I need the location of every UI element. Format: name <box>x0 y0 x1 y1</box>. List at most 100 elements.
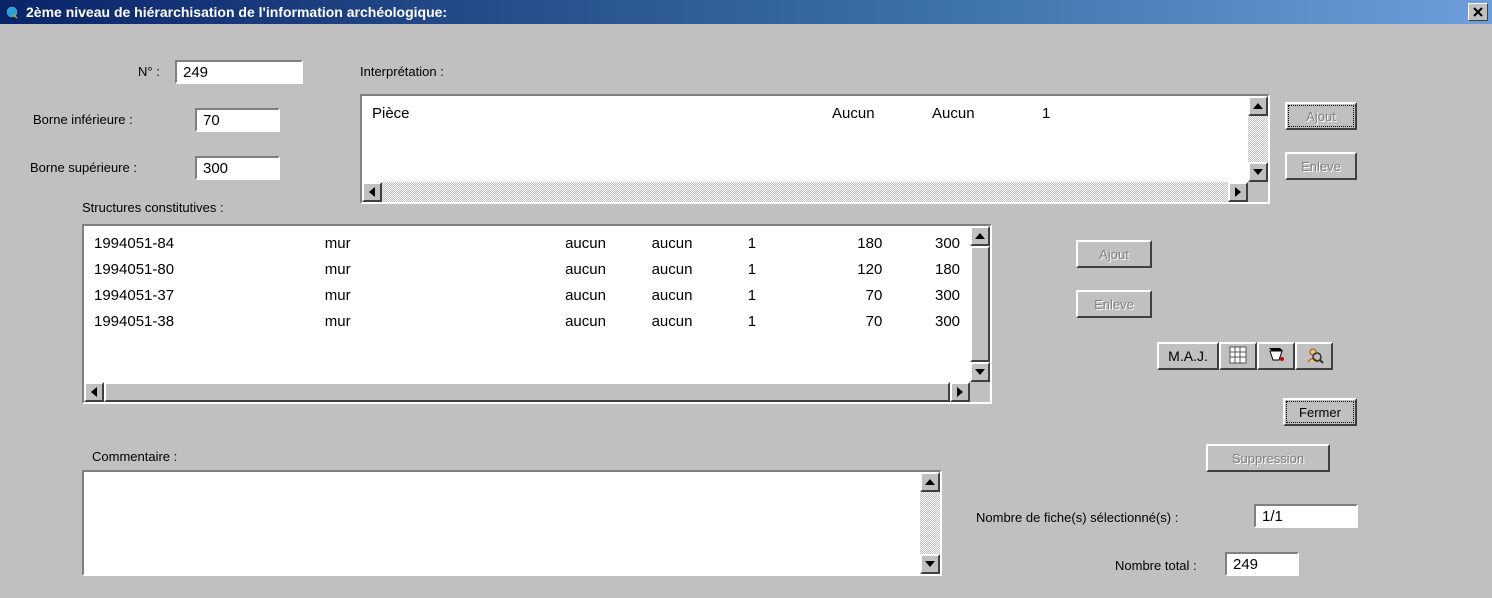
cell-c3: aucun <box>565 261 652 278</box>
label-nb-selection: Nombre de fiche(s) sélectionné(s) : <box>976 510 1178 525</box>
grid-icon <box>1229 346 1247 367</box>
app-icon <box>4 4 20 20</box>
listbox-structures-rows: 1994051-84muraucunaucun11803001994051-80… <box>84 226 970 382</box>
cell-c3: aucun <box>565 313 652 330</box>
value-nb-selection: 1/1 <box>1262 508 1283 525</box>
cell-c5: 1 <box>748 235 825 252</box>
hscrollbar[interactable] <box>362 182 1248 202</box>
button-suppression[interactable]: Suppression <box>1206 444 1330 472</box>
cell-c7: 300 <box>902 313 960 330</box>
cell-type: mur <box>325 313 565 330</box>
cell-c5: 1 <box>748 287 825 304</box>
cell-c3: aucun <box>565 235 652 252</box>
value-numero: 249 <box>183 64 208 81</box>
cell-col2: Aucun <box>832 105 932 122</box>
cell-c6: 70 <box>825 313 903 330</box>
button-maj[interactable]: M.A.J. <box>1157 342 1219 370</box>
scroll-down-button[interactable] <box>920 554 940 574</box>
vscrollbar[interactable] <box>970 226 990 382</box>
scroll-right-button[interactable] <box>1228 182 1248 202</box>
list-row[interactable]: Pièce Aucun Aucun 1 <box>372 100 1238 126</box>
window-title: 2ème niveau de hiérarchisation de l'info… <box>26 4 1468 20</box>
scroll-corner <box>1248 182 1268 202</box>
cell-c7: 300 <box>902 287 960 304</box>
cell-c4: aucun <box>652 261 748 278</box>
button-struct-enleve[interactable]: Enleve <box>1076 290 1152 318</box>
cell-id: 1994051-37 <box>94 287 325 304</box>
scroll-thumb[interactable] <box>104 382 950 402</box>
window-close-button[interactable] <box>1468 3 1488 21</box>
scroll-corner <box>970 382 990 402</box>
cell-c5: 1 <box>748 261 825 278</box>
listbox-structures[interactable]: 1994051-84muraucunaucun11803001994051-80… <box>82 224 992 404</box>
button-interp-ajout[interactable]: Ajout <box>1285 102 1357 130</box>
label-borne-inf: Borne inférieure : <box>33 112 133 127</box>
textarea-commentaire[interactable] <box>82 470 942 576</box>
cell-id: 1994051-38 <box>94 313 325 330</box>
table-row[interactable]: 1994051-38muraucunaucun170300 <box>94 308 960 334</box>
cell-c4: aucun <box>652 313 748 330</box>
field-nb-total: 249 <box>1225 552 1299 576</box>
button-interp-enleve[interactable]: Enleve <box>1285 152 1357 180</box>
scroll-thumb[interactable] <box>970 246 990 362</box>
scroll-left-button[interactable] <box>362 182 382 202</box>
value-borne-inf: 70 <box>203 112 220 129</box>
button-struct-ajout[interactable]: Ajout <box>1076 240 1152 268</box>
button-maj-paint[interactable] <box>1257 342 1295 370</box>
cell-type: mur <box>325 261 565 278</box>
table-row[interactable]: 1994051-84muraucunaucun1180300 <box>94 230 960 256</box>
cell-c3: aucun <box>565 287 652 304</box>
maj-toolbar: M.A.J. <box>1157 342 1333 376</box>
listbox-interpretation-rows: Pièce Aucun Aucun 1 <box>362 96 1248 182</box>
table-row[interactable]: 1994051-80muraucunaucun1120180 <box>94 256 960 282</box>
table-row[interactable]: 1994051-37muraucunaucun170300 <box>94 282 960 308</box>
scroll-track[interactable] <box>1248 116 1268 162</box>
cell-type: Pièce <box>372 105 832 122</box>
cell-c6: 120 <box>825 261 903 278</box>
value-nb-total: 249 <box>1233 556 1258 573</box>
field-nb-selection: 1/1 <box>1254 504 1358 528</box>
button-maj-find[interactable] <box>1295 342 1333 370</box>
cell-col4: 1 <box>1042 105 1102 122</box>
commentaire-content <box>84 472 920 574</box>
window: 2ème niveau de hiérarchisation de l'info… <box>0 0 1492 598</box>
button-maj-grid[interactable] <box>1219 342 1257 370</box>
input-borne-sup[interactable]: 300 <box>195 156 280 180</box>
label-structures: Structures constitutives : <box>82 200 224 215</box>
scroll-right-button[interactable] <box>950 382 970 402</box>
button-fermer[interactable]: Fermer <box>1283 398 1357 426</box>
scroll-up-button[interactable] <box>970 226 990 246</box>
cell-c7: 300 <box>902 235 960 252</box>
paint-bucket-icon <box>1266 345 1286 368</box>
cell-c4: aucun <box>652 235 748 252</box>
label-commentaire: Commentaire : <box>92 449 177 464</box>
scroll-down-button[interactable] <box>1248 162 1268 182</box>
label-numero: N° : <box>138 64 160 79</box>
label-borne-sup: Borne supérieure : <box>30 160 137 175</box>
vscrollbar[interactable] <box>1248 96 1268 182</box>
scroll-track[interactable] <box>382 182 1228 202</box>
cell-c5: 1 <box>748 313 825 330</box>
cell-type: mur <box>325 235 565 252</box>
scroll-up-button[interactable] <box>1248 96 1268 116</box>
client-area: N° : 249 Interprétation : Borne inférieu… <box>0 24 1492 598</box>
scroll-left-button[interactable] <box>84 382 104 402</box>
input-borne-inf[interactable]: 70 <box>195 108 280 132</box>
label-nb-total: Nombre total : <box>1115 558 1197 573</box>
scroll-track[interactable] <box>920 492 940 554</box>
value-borne-sup: 300 <box>203 160 228 177</box>
vscrollbar[interactable] <box>920 472 940 574</box>
listbox-interpretation[interactable]: Pièce Aucun Aucun 1 <box>360 94 1270 204</box>
cell-id: 1994051-84 <box>94 235 325 252</box>
scroll-track[interactable] <box>970 246 990 362</box>
input-numero[interactable]: 249 <box>175 60 303 84</box>
cell-c4: aucun <box>652 287 748 304</box>
scroll-down-button[interactable] <box>970 362 990 382</box>
scroll-up-button[interactable] <box>920 472 940 492</box>
cell-col3: Aucun <box>932 105 1042 122</box>
titlebar: 2ème niveau de hiérarchisation de l'info… <box>0 0 1492 24</box>
hscrollbar[interactable] <box>84 382 970 402</box>
scroll-track[interactable] <box>104 382 950 402</box>
cell-type: mur <box>325 287 565 304</box>
cell-id: 1994051-80 <box>94 261 325 278</box>
